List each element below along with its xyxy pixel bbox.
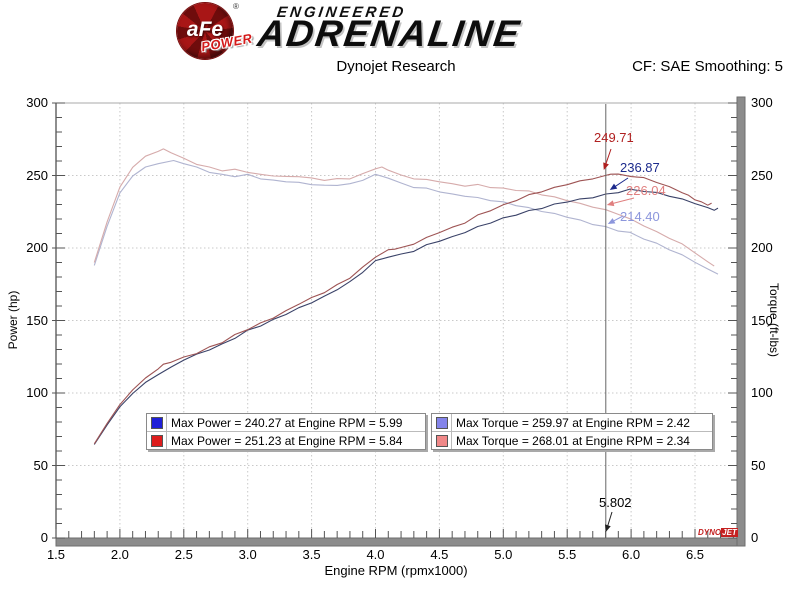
- x-axis-title: Engine RPM (rpmx1000): [324, 563, 468, 578]
- legend-row: Max Power = 251.23 at Engine RPM = 5.84: [147, 431, 425, 449]
- cursor-value-power-stock: 236.87: [620, 160, 660, 175]
- legend-row: Max Torque = 268.01 at Engine RPM = 2.34: [432, 431, 712, 449]
- legend-swatch-torque-stock: [435, 416, 448, 429]
- x-axis-tick-label: 1.5: [46, 547, 66, 562]
- curve-torque-afe: [93, 148, 715, 267]
- smoothing-setting-label: CF: SAE Smoothing: 5: [632, 58, 783, 75]
- left-axis-tick-label: 200: [26, 240, 48, 255]
- legend-swatch-power-stock: [150, 416, 163, 429]
- curve-power-stock: [93, 188, 719, 445]
- legend-swatch-cell: [432, 432, 452, 449]
- legend-text: Max Torque = 259.97 at Engine RPM = 2.42: [456, 415, 690, 430]
- x-axis-tick-label: 4.5: [430, 547, 449, 562]
- curve-torque-stock: [93, 159, 719, 275]
- legend-box-torque[interactable]: Max Torque = 259.97 at Engine RPM = 2.42…: [431, 413, 713, 450]
- cursor-rpm-label: 5.802: [599, 495, 632, 510]
- legend-text: Max Power = 251.23 at Engine RPM = 5.84: [171, 433, 403, 448]
- legend-swatch-power-afe: [150, 434, 163, 447]
- x-axis-tick-label: 6.5: [685, 547, 705, 562]
- x-axis-tick-label: 2.0: [110, 547, 129, 562]
- curve-power-afe: [93, 173, 712, 445]
- legend-row: Max Power = 240.27 at Engine RPM = 5.99: [147, 414, 425, 431]
- dynojet-logo-jet: JET: [721, 528, 738, 537]
- right-axis-tick-label: 150: [751, 312, 773, 328]
- cursor-value-power-afe: 249.71: [594, 130, 634, 145]
- right-axis-tick-label: 100: [751, 385, 773, 400]
- cursor-value-arrow: [610, 197, 635, 205]
- x-axis-tick-label: 3.5: [302, 547, 321, 562]
- registered-trademark-icon: ®: [233, 2, 239, 11]
- legend-text: Max Power = 240.27 at Engine RPM = 5.99: [171, 415, 403, 430]
- left-axis-tick-label: 250: [26, 167, 48, 183]
- right-axis-tick-label: 50: [751, 457, 766, 473]
- x-axis-tick-label: 6.0: [622, 547, 641, 562]
- left-axis-tick-label: 150: [26, 312, 48, 328]
- x-axis-tick-label: 2.5: [174, 547, 193, 562]
- legend-swatch-cell: [147, 414, 167, 431]
- afe-power-logo: aFe: [177, 3, 233, 59]
- dynojet-logo: DYNOJET: [698, 528, 738, 537]
- left-axis-tick-label: 100: [26, 385, 48, 400]
- x-axis-tick-label: 4.0: [366, 547, 385, 562]
- afe-logo-text: aFe: [186, 18, 224, 41]
- cursor-value-torque-stock: 214.40: [620, 209, 660, 224]
- cursor-value-arrow-head: [607, 218, 616, 224]
- legend-swatch-cell: [432, 414, 452, 431]
- x-axis-tick-label: 5.5: [558, 547, 577, 562]
- right-axis-tick-label: 200: [751, 240, 773, 255]
- cursor-value-arrow-head: [603, 162, 609, 170]
- cursor-rpm-arrow-head: [605, 524, 611, 532]
- cursor-value-arrow-head: [609, 183, 618, 190]
- left-axis-tick-label: 300: [26, 95, 48, 110]
- legend-box-power[interactable]: Max Power = 240.27 at Engine RPM = 5.99 …: [146, 413, 426, 450]
- chart-subtitle: Dynojet Research: [336, 58, 456, 75]
- cursor-value-arrow-head: [606, 200, 615, 207]
- bottom-axis-bar: [55, 537, 746, 547]
- right-axis-tick-label: 250: [751, 167, 773, 183]
- right-axis-tick-label: 0: [751, 530, 759, 545]
- x-axis-tick-label: 3.0: [238, 547, 257, 562]
- left-axis-tick-label: 0: [40, 530, 48, 545]
- cursor-value-arrow: [604, 148, 612, 167]
- legend-swatch-torque-afe: [435, 434, 448, 447]
- cursor-value-torque-afe: 226.04: [626, 183, 666, 198]
- right-axis-tick-label: 300: [751, 95, 773, 110]
- legend-swatch-cell: [147, 432, 167, 449]
- dynojet-logo-dyno: DYNO: [698, 528, 722, 537]
- x-axis-tick-label: 5.0: [494, 547, 513, 562]
- left-axis-tick-label: 50: [33, 457, 48, 473]
- right-axis-wall: [736, 96, 746, 547]
- legend-row: Max Torque = 259.97 at Engine RPM = 2.42: [432, 414, 712, 431]
- legend-text: Max Torque = 268.01 at Engine RPM = 2.34: [456, 433, 690, 448]
